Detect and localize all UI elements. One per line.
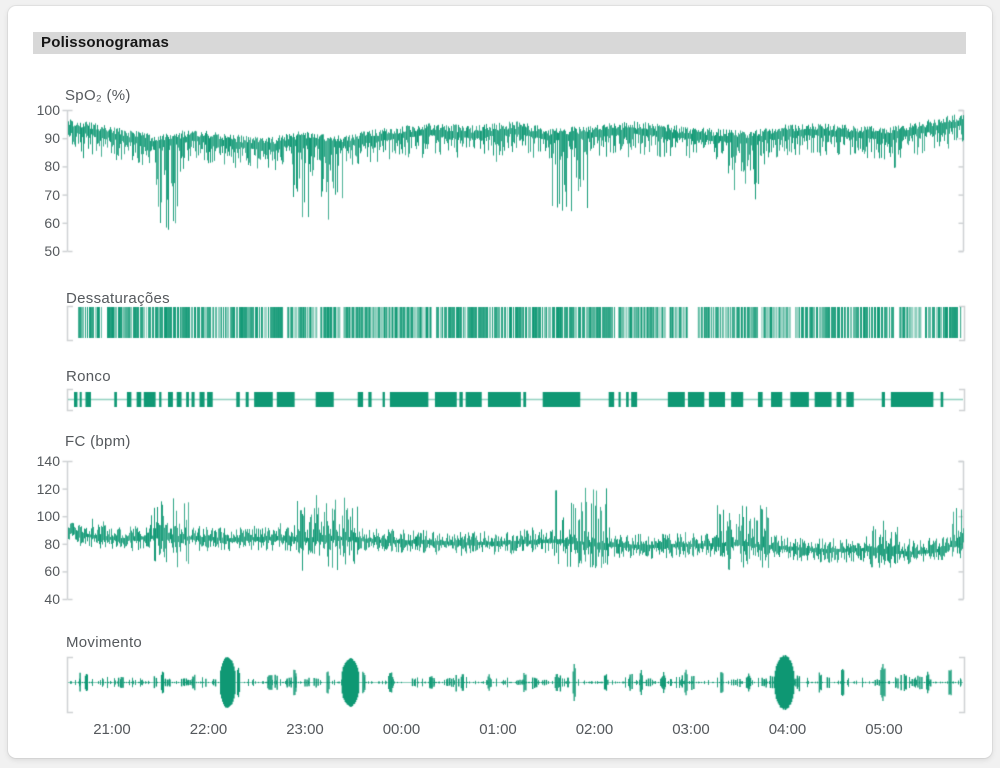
spo2-y-tick-label: 70: [44, 186, 60, 203]
heart-rate-y-tick-label: 120: [36, 480, 60, 497]
spo2-chart-label: SpO₂ (%): [65, 87, 131, 104]
heart-rate-y-tick-label: 100: [36, 508, 60, 525]
spo2-y-tick-label: 80: [44, 158, 60, 175]
spo2-y-tick-label: 100: [36, 102, 60, 118]
heart-rate-chart-label: FC (bpm): [65, 433, 131, 450]
time-tick-label: 03:00: [672, 721, 710, 738]
time-tick-label: 02:00: [575, 721, 614, 738]
heart-rate-y-tick-label: 60: [44, 563, 60, 580]
heart-rate-y-tick-label: 40: [44, 591, 60, 607]
spo2-y-tick-label: 50: [44, 243, 60, 259]
time-tick-label: 04:00: [768, 721, 807, 738]
desaturations-strip-label: Dessaturações: [66, 290, 170, 307]
time-tick-label: 22:00: [189, 721, 228, 738]
movement-chart-label: Movimento: [66, 634, 143, 651]
time-tick-label: 05:00: [865, 721, 903, 738]
time-tick-label: 21:00: [93, 721, 131, 738]
heart-rate-y-tick-label: 140: [36, 453, 60, 469]
time-tick-label: 23:00: [286, 721, 324, 738]
snoring-strip-label: Ronco: [66, 368, 111, 385]
time-tick-label: 00:00: [382, 721, 421, 738]
time-tick-label: 01:00: [479, 721, 517, 738]
section-title: Polissonogramas: [41, 34, 170, 51]
heart-rate-y-tick-label: 80: [44, 535, 60, 552]
polysomnogram-charts-canvas: [8, 6, 992, 758]
spo2-y-tick-label: 60: [44, 214, 60, 231]
section-header-bar: Polissonogramas: [33, 32, 966, 54]
spo2-y-tick-label: 90: [44, 130, 60, 147]
polysomnogram-card: Polissonogramas SpO₂ (%) Dessaturações R…: [8, 6, 992, 758]
